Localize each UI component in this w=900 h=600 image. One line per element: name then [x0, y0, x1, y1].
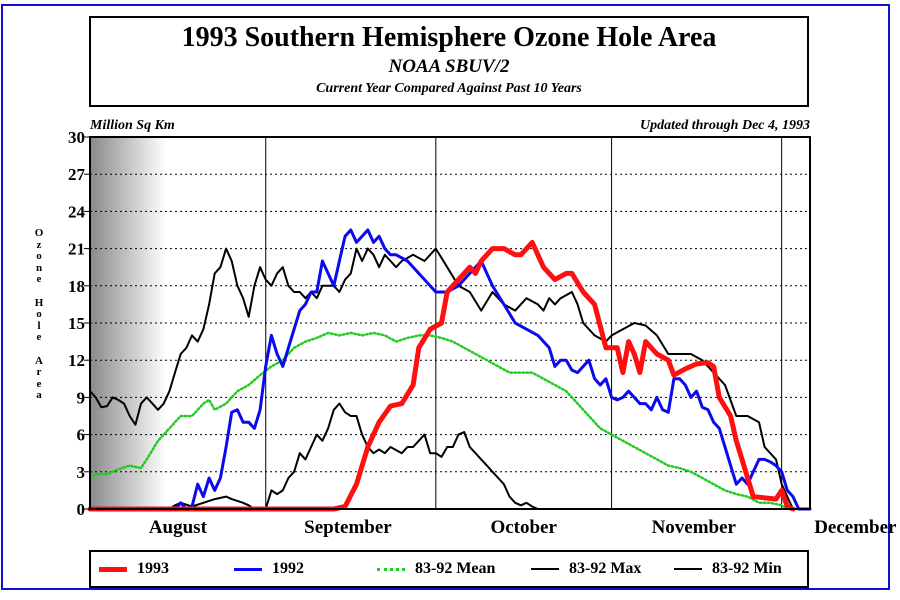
legend-swatch-mean: [377, 567, 405, 571]
series-line-s1993: [87, 239, 796, 512]
legend-label-max: 83-92 Max: [569, 560, 642, 577]
y-tick-label: 30: [68, 128, 85, 147]
outer-frame: [1, 4, 890, 590]
legend-label-mean: 83-92 Mean: [415, 560, 496, 577]
y-axis-label-char: z: [36, 238, 42, 251]
legend-label-1993: 1993: [137, 560, 169, 577]
y-tick-label: 12: [68, 351, 85, 370]
series-line-mean: [88, 331, 789, 511]
legend-item-mean: 83-92 Mean: [377, 560, 495, 578]
title-box: 1993 Southern Hemisphere Ozone Hole Area…: [89, 16, 809, 107]
legend-label-1992: 1992: [272, 560, 304, 577]
legend-item-max: 83-92 Max: [531, 560, 641, 578]
y-tick-label: 9: [77, 388, 86, 407]
y-tick-label: 27: [68, 165, 86, 184]
legend-swatch-min: [674, 568, 702, 570]
month-label: September: [304, 517, 392, 538]
legend-swatch-max: [531, 568, 559, 570]
y-axis-label-char: n: [35, 261, 43, 274]
y-axis-label-char: A: [35, 354, 43, 367]
legend-swatch-1993: [99, 566, 127, 572]
y-axis-label-char: l: [37, 319, 41, 332]
y-tick-label: 6: [77, 426, 86, 445]
chart-title: 1993 Southern Hemisphere Ozone Hole Area: [181, 22, 717, 53]
y-tick-label: 18: [68, 277, 85, 296]
updated-label: Updated through Dec 4, 1993: [640, 118, 810, 133]
chart-subtitle: NOAA SBUV/2: [388, 56, 510, 77]
y-axis-label-char: a: [36, 389, 42, 402]
y-axis-label-char: o: [36, 250, 42, 263]
y-axis-label-char: O: [34, 227, 44, 239]
plot-border: [89, 136, 811, 510]
y-tick-label: 3: [77, 463, 86, 482]
legend: 1993 1992 83-92 Mean 83-92 Max 83-92 Min: [89, 550, 809, 588]
y-axis-label-char: H: [34, 296, 44, 309]
series-line-s1992: [173, 228, 812, 511]
y-tick-label: 24: [68, 202, 86, 221]
y-tick-label: 21: [68, 240, 85, 259]
legend-item-1992: 1992: [234, 560, 304, 578]
y-tick-label: 0: [77, 500, 86, 519]
y-axis-label-char: e: [36, 273, 42, 286]
legend-label-min: 83-92 Min: [712, 560, 782, 577]
legend-item-min: 83-92 Min: [674, 560, 782, 578]
series-line-min: [89, 402, 539, 510]
series-line-max: [89, 247, 794, 510]
y-axis-label-char: e: [36, 377, 42, 390]
y-axis-label-char: r: [36, 366, 42, 379]
month-label: October: [490, 517, 557, 538]
month-label: December: [814, 517, 897, 538]
chart-caption: Current Year Compared Against Past 10 Ye…: [316, 81, 582, 96]
legend-swatch-1992: [234, 567, 262, 571]
y-axis-label-char: e: [36, 331, 42, 344]
y-axis-label-char: o: [36, 308, 42, 321]
month-label: November: [652, 517, 737, 538]
units-label: Million Sq Km: [90, 118, 175, 133]
legend-item-1993: 1993: [99, 560, 169, 578]
y-tick-label: 15: [68, 314, 85, 333]
month-label: August: [149, 517, 208, 538]
